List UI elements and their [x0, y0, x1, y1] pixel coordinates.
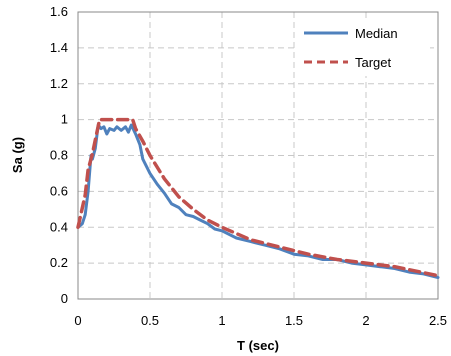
y-tick-label: 0.6: [50, 183, 68, 198]
y-tick-label: 0.4: [50, 219, 68, 234]
y-tick-label: 0: [61, 291, 68, 306]
legend-label-median: Median: [355, 26, 398, 41]
legend-label-target: Target: [355, 55, 392, 70]
y-tick-label: 1.2: [50, 76, 68, 91]
gridlines: [78, 12, 438, 299]
x-tick-label: 0: [74, 313, 81, 328]
legend-box: [296, 20, 430, 76]
series-line-target: [76, 117, 440, 278]
tick-labels: 0 0.2 0.4 0.6 0.8 1 1.2 1.4 1.6 0 0.5 1 1.5 2 2.5: [50, 4, 447, 328]
y-tick-label: 1: [61, 112, 68, 127]
series-group: [76, 117, 440, 279]
x-tick-label: 1: [218, 313, 225, 328]
x-axis-title: T (sec): [237, 338, 279, 353]
series-line-median: [76, 123, 440, 279]
y-axis-title: Sa (g): [10, 137, 25, 173]
y-tick-label: 0.2: [50, 255, 68, 270]
legend: Median Target: [296, 20, 430, 76]
x-tick-label: 2: [362, 313, 369, 328]
x-tick-label: 1.5: [285, 313, 303, 328]
y-tick-label: 0.8: [50, 148, 68, 163]
y-tick-label: 1.4: [50, 40, 68, 55]
x-tick-label: 2.5: [429, 313, 447, 328]
x-tick-label: 0.5: [141, 313, 159, 328]
plot-area: [77, 11, 439, 300]
y-tick-label: 1.6: [50, 4, 68, 19]
